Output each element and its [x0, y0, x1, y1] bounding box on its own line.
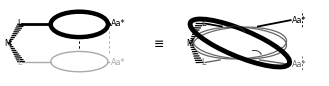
Text: L: L [18, 58, 22, 67]
Text: L: L [201, 19, 206, 28]
Text: L: L [18, 19, 22, 28]
Text: Aa*: Aa* [111, 58, 125, 67]
Text: L: L [201, 58, 206, 67]
Text: Aa*: Aa* [111, 19, 125, 28]
Text: Aa*: Aa* [292, 16, 307, 25]
FancyArrowPatch shape [228, 26, 244, 31]
Text: Aa*: Aa* [292, 60, 307, 69]
FancyArrowPatch shape [252, 50, 261, 54]
Text: $\equiv$: $\equiv$ [150, 36, 164, 50]
Text: M: M [186, 39, 193, 47]
Text: M: M [5, 39, 12, 47]
